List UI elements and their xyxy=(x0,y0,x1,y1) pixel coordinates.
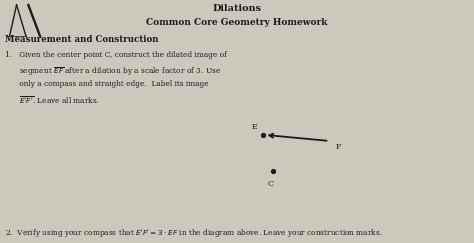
Text: 1.   Given the center point C, construct the dilated image of: 1. Given the center point C, construct t… xyxy=(5,51,227,59)
Text: C: C xyxy=(267,180,273,188)
Text: Measurement and Construction: Measurement and Construction xyxy=(5,35,158,44)
Text: $\overline{E'F'}$. Leave all marks.: $\overline{E'F'}$. Leave all marks. xyxy=(5,95,100,106)
Text: Common Core Geometry Homework: Common Core Geometry Homework xyxy=(146,18,328,27)
Text: segment $\overline{EF}$ after a dilation by a scale factor of 3. Use: segment $\overline{EF}$ after a dilation… xyxy=(5,66,221,78)
Text: F: F xyxy=(335,143,341,151)
Text: 2.  Verify using your compass that $E'F' = 3 \cdot EF$ in the diagram above. Lea: 2. Verify using your compass that $E'F' … xyxy=(5,227,383,239)
Text: only a compass and straight edge.  Label its image: only a compass and straight edge. Label … xyxy=(5,80,209,88)
Text: E: E xyxy=(252,123,257,131)
Text: Dilations: Dilations xyxy=(212,4,262,13)
